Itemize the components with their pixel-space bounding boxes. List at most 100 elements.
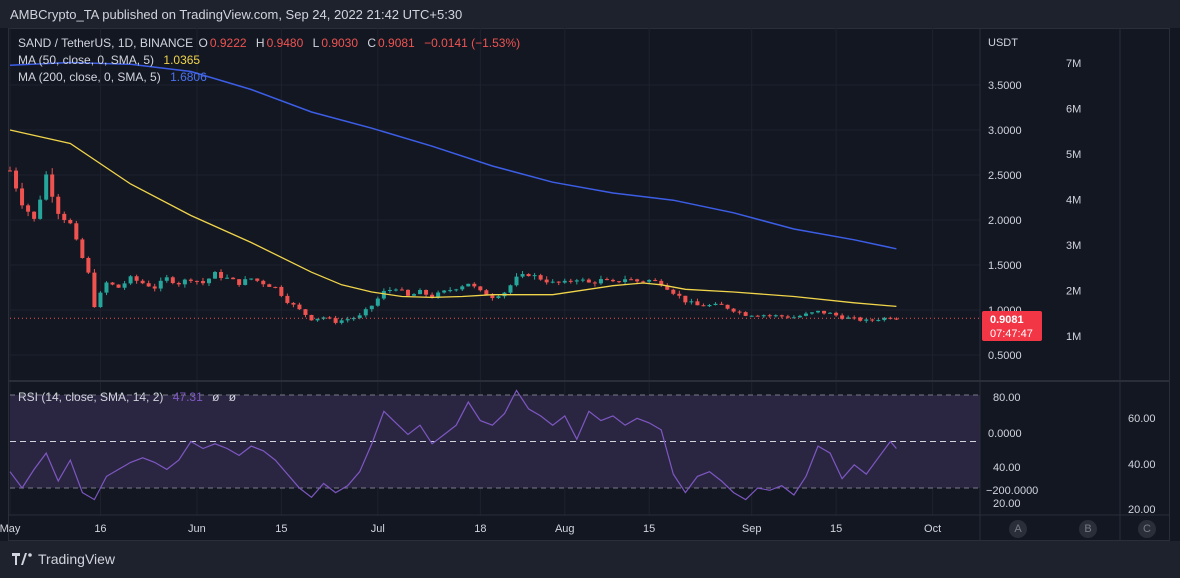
scale-button-b[interactable]: B (1079, 520, 1097, 538)
time-ticks: May 16 Jun 15 Jul 18 Aug 15 Sep 15 Oct (0, 523, 941, 535)
candle-body (840, 315, 845, 319)
candle-body (351, 317, 356, 320)
high-label: H (255, 36, 265, 50)
candle-body (231, 277, 236, 280)
high-value: 0.9480 (266, 36, 304, 50)
price-tick-label: 2.0000 (988, 215, 1022, 227)
candle-body (225, 277, 230, 279)
scale-button-c[interactable]: C (1138, 520, 1156, 538)
low-value: 0.9030 (321, 36, 359, 50)
candle-body (321, 317, 326, 319)
candle-body (822, 310, 827, 314)
candle-body (309, 314, 314, 321)
price-tick-label: 3.5000 (988, 80, 1022, 92)
candle-body (194, 280, 199, 282)
symbol-legend: SAND / TetherUS, 1D, BINANCE O 0.9222 H 0.… (18, 36, 522, 50)
candle-body (164, 277, 169, 281)
candle-body (291, 302, 296, 305)
time-tick-label: 18 (474, 523, 486, 535)
candle-body (749, 315, 754, 317)
candle-body (629, 279, 634, 281)
candle-body (761, 315, 766, 317)
close-label: C (367, 36, 377, 50)
time-tick-label: Sep (742, 523, 762, 535)
ma200-value: 1.6806 (170, 70, 207, 84)
countdown-timer: 07:47:47 (990, 328, 1033, 340)
candle-body (357, 315, 362, 318)
candle-body (665, 285, 670, 290)
candle-body (478, 286, 483, 291)
candle-body (743, 312, 748, 316)
candle-body (574, 280, 579, 282)
currency-label: USDT (988, 37, 1018, 49)
candle-body (261, 280, 266, 285)
publish-info: AMBCrypto_TA published on TradingView.co… (10, 7, 463, 22)
last-price-value: 0.9081 (990, 314, 1024, 326)
time-tick-label: 15 (643, 523, 655, 535)
candle-body (653, 279, 658, 281)
candle-body (870, 319, 875, 321)
candle-body (387, 289, 392, 291)
time-tick-label: Aug (555, 523, 575, 535)
candle-body (846, 317, 851, 319)
candle-body (689, 301, 694, 303)
candle-body (472, 283, 477, 287)
candle-body (797, 315, 802, 318)
price-tick-label: 3.0000 (988, 125, 1022, 137)
ma50-legend[interactable]: MA (50, close, 0, SMA, 5) 1.0365 (18, 53, 202, 67)
rsi-right-tick-label: 40.00 (1128, 459, 1156, 471)
candle-body (152, 286, 157, 289)
candles (8, 166, 899, 325)
time-tick-label: May (0, 523, 21, 535)
ma200-label: MA (200, close, 0, SMA, 5) (18, 70, 161, 84)
candle-body (592, 282, 597, 284)
rsi-line (9, 389, 897, 501)
candle-body (116, 284, 121, 288)
open-value: 0.9222 (209, 36, 247, 50)
brand-name: TradingView (38, 551, 116, 567)
candle-body (237, 279, 242, 285)
candle-body (315, 318, 320, 321)
candle-body (285, 295, 290, 303)
ma50-line (9, 129, 897, 308)
candle-body (26, 205, 31, 212)
candle-body (182, 279, 187, 285)
candle-body (496, 296, 501, 299)
candle-body (683, 295, 688, 303)
candle-body (303, 309, 308, 315)
volume-tick-label: 6M (1066, 104, 1081, 116)
candle-body (641, 281, 646, 283)
rsi-right-tick-label: 60.00 (1128, 413, 1156, 425)
candle-body (176, 283, 181, 285)
volume-tick-label: 1M (1066, 331, 1081, 343)
volume-tick-label: 4M (1066, 195, 1081, 207)
candle-body (38, 199, 43, 219)
candle-body (809, 312, 814, 314)
ma200-legend[interactable]: MA (200, close, 0, SMA, 5) 1.6806 (18, 70, 209, 84)
scale-button-a[interactable]: A (1009, 520, 1027, 538)
candle-body (773, 315, 778, 317)
volume-tick-label: 2M (1066, 286, 1081, 298)
candle-body (611, 279, 615, 282)
candle-body (170, 277, 175, 284)
candle-body (737, 311, 742, 313)
candle-body (659, 280, 664, 286)
candle-body (635, 279, 640, 282)
tradingview-logo[interactable]: TradingView (12, 551, 115, 567)
candle-body (219, 272, 224, 278)
candle-body (418, 290, 423, 295)
rsi-legend[interactable]: RSI (14, close, SMA, 14, 2) 47.31 ø ø (18, 390, 238, 404)
ma50-value: 1.0365 (163, 53, 201, 67)
candle-body (767, 315, 772, 317)
candle-body (345, 319, 350, 321)
candle-body (731, 308, 736, 312)
candle-body (562, 280, 567, 283)
candle-body (363, 309, 368, 316)
candle-body (580, 279, 585, 281)
candle-body (249, 278, 254, 280)
candle-body (442, 290, 447, 293)
candle-body (134, 276, 139, 281)
candle-body (86, 257, 91, 273)
candle-body (791, 317, 796, 319)
